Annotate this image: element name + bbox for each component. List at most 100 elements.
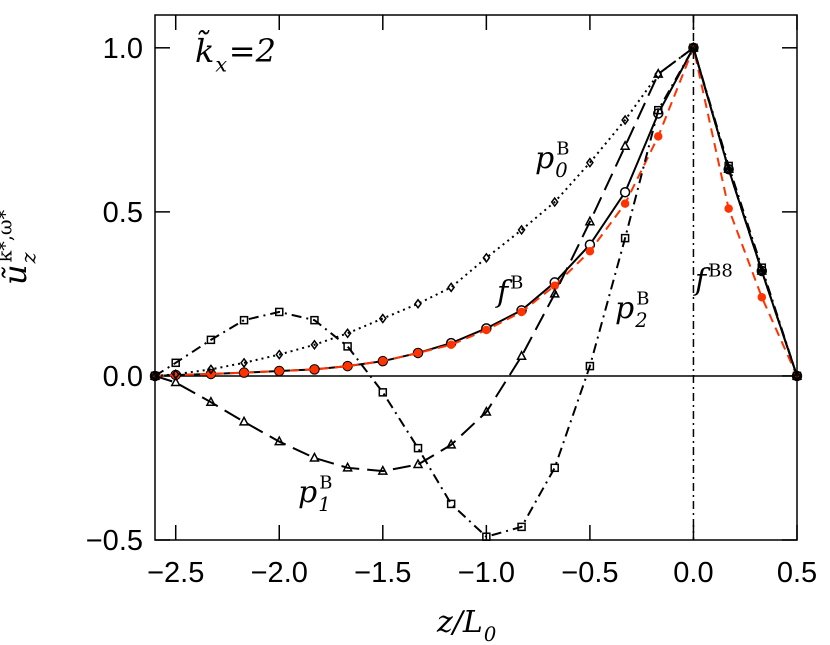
series-line	[154, 45, 798, 377]
marker	[171, 358, 180, 368]
series-line	[154, 46, 798, 377]
series-label: p B0	[535, 139, 569, 183]
x-tick-label: 0.5	[777, 557, 817, 589]
marker	[343, 328, 352, 339]
marker	[377, 465, 389, 475]
marker	[413, 348, 423, 358]
marker	[275, 307, 284, 317]
marker	[447, 282, 456, 293]
marker	[757, 263, 767, 272]
marker	[274, 435, 285, 446]
marker	[689, 43, 698, 53]
x-tick-label: −2.5	[147, 557, 204, 589]
y-axis-label-sup: k*,ω*	[0, 209, 17, 262]
x-tick-label: −0.5	[561, 557, 618, 589]
marker	[205, 396, 217, 406]
marker	[723, 163, 734, 173]
series-label-sub: 1	[318, 493, 330, 516]
series-label: f B8	[693, 261, 733, 299]
series-label-sup: B	[510, 273, 523, 294]
x-tick-label: −1.0	[458, 557, 515, 589]
annotation: k̃ x =2	[195, 31, 276, 77]
x-axis-label-sub: 0	[484, 623, 496, 645]
marker	[446, 499, 456, 509]
marker	[414, 298, 422, 309]
marker	[756, 264, 768, 275]
marker	[585, 247, 595, 256]
marker	[724, 204, 733, 213]
marker	[517, 224, 526, 236]
series-line	[154, 46, 798, 473]
series-label: p B1	[298, 473, 332, 517]
y-tick-label: 0.5	[103, 197, 143, 229]
marker	[446, 340, 456, 350]
marker	[342, 461, 353, 472]
marker	[412, 458, 424, 469]
x-tick-label: −2.0	[251, 557, 308, 589]
marker	[343, 342, 352, 351]
marker	[309, 451, 320, 462]
marker	[482, 325, 491, 335]
annotation-base: k̃	[195, 31, 214, 70]
y-tick-label: 0.0	[103, 361, 143, 393]
x-axis-label: z/L 0	[436, 605, 496, 645]
marker	[724, 161, 733, 171]
marker	[413, 443, 423, 453]
marker	[378, 356, 388, 366]
marker	[585, 157, 594, 168]
marker	[585, 361, 595, 371]
plot-frame	[154, 14, 798, 541]
marker	[549, 287, 560, 298]
y-axis-label: ũ k*,ω*z	[0, 209, 41, 285]
marker	[206, 364, 215, 375]
marker	[310, 365, 319, 374]
marker	[275, 349, 284, 360]
marker	[516, 350, 527, 360]
marker	[517, 307, 526, 317]
series-label-base: p	[535, 141, 554, 176]
marker	[310, 339, 319, 351]
marker	[378, 313, 387, 324]
series-line	[154, 44, 798, 377]
y-tick-label: −0.5	[86, 525, 143, 557]
x-tick-label: 0.0	[673, 557, 713, 589]
marker	[653, 132, 663, 141]
y-axis-label-base: ũ	[0, 264, 34, 285]
series-label-sup: B	[319, 473, 332, 494]
x-tick-label: −1.5	[354, 557, 411, 589]
marker	[240, 357, 248, 369]
marker	[239, 368, 249, 377]
marker	[757, 292, 767, 302]
series-label-sub: 0	[555, 159, 567, 182]
marker	[619, 140, 631, 150]
marker	[481, 405, 492, 416]
series-label-sup: B	[636, 289, 649, 310]
marker	[584, 215, 596, 226]
marker	[378, 388, 388, 397]
marker	[653, 105, 663, 115]
marker	[517, 522, 526, 532]
marker	[621, 114, 630, 126]
marker	[445, 438, 457, 449]
marker	[550, 463, 559, 473]
marker	[620, 233, 630, 243]
marker	[310, 315, 319, 325]
marker	[343, 361, 352, 371]
marker	[550, 196, 559, 208]
marker	[239, 315, 249, 325]
marker	[482, 252, 491, 264]
marker	[206, 335, 216, 345]
annotation-rest: =2	[229, 32, 276, 70]
marker	[619, 186, 631, 198]
series-label-base: p	[298, 475, 317, 510]
marker	[652, 67, 664, 78]
y-axis-label-sub: z	[17, 251, 41, 264]
marker	[275, 366, 284, 376]
series-label-sub: 2	[634, 309, 647, 332]
series-label-sup: B8	[708, 261, 733, 282]
marker	[620, 199, 630, 208]
marker	[238, 415, 250, 426]
series-line	[154, 45, 798, 538]
y-tick-label: 1.0	[103, 33, 143, 65]
